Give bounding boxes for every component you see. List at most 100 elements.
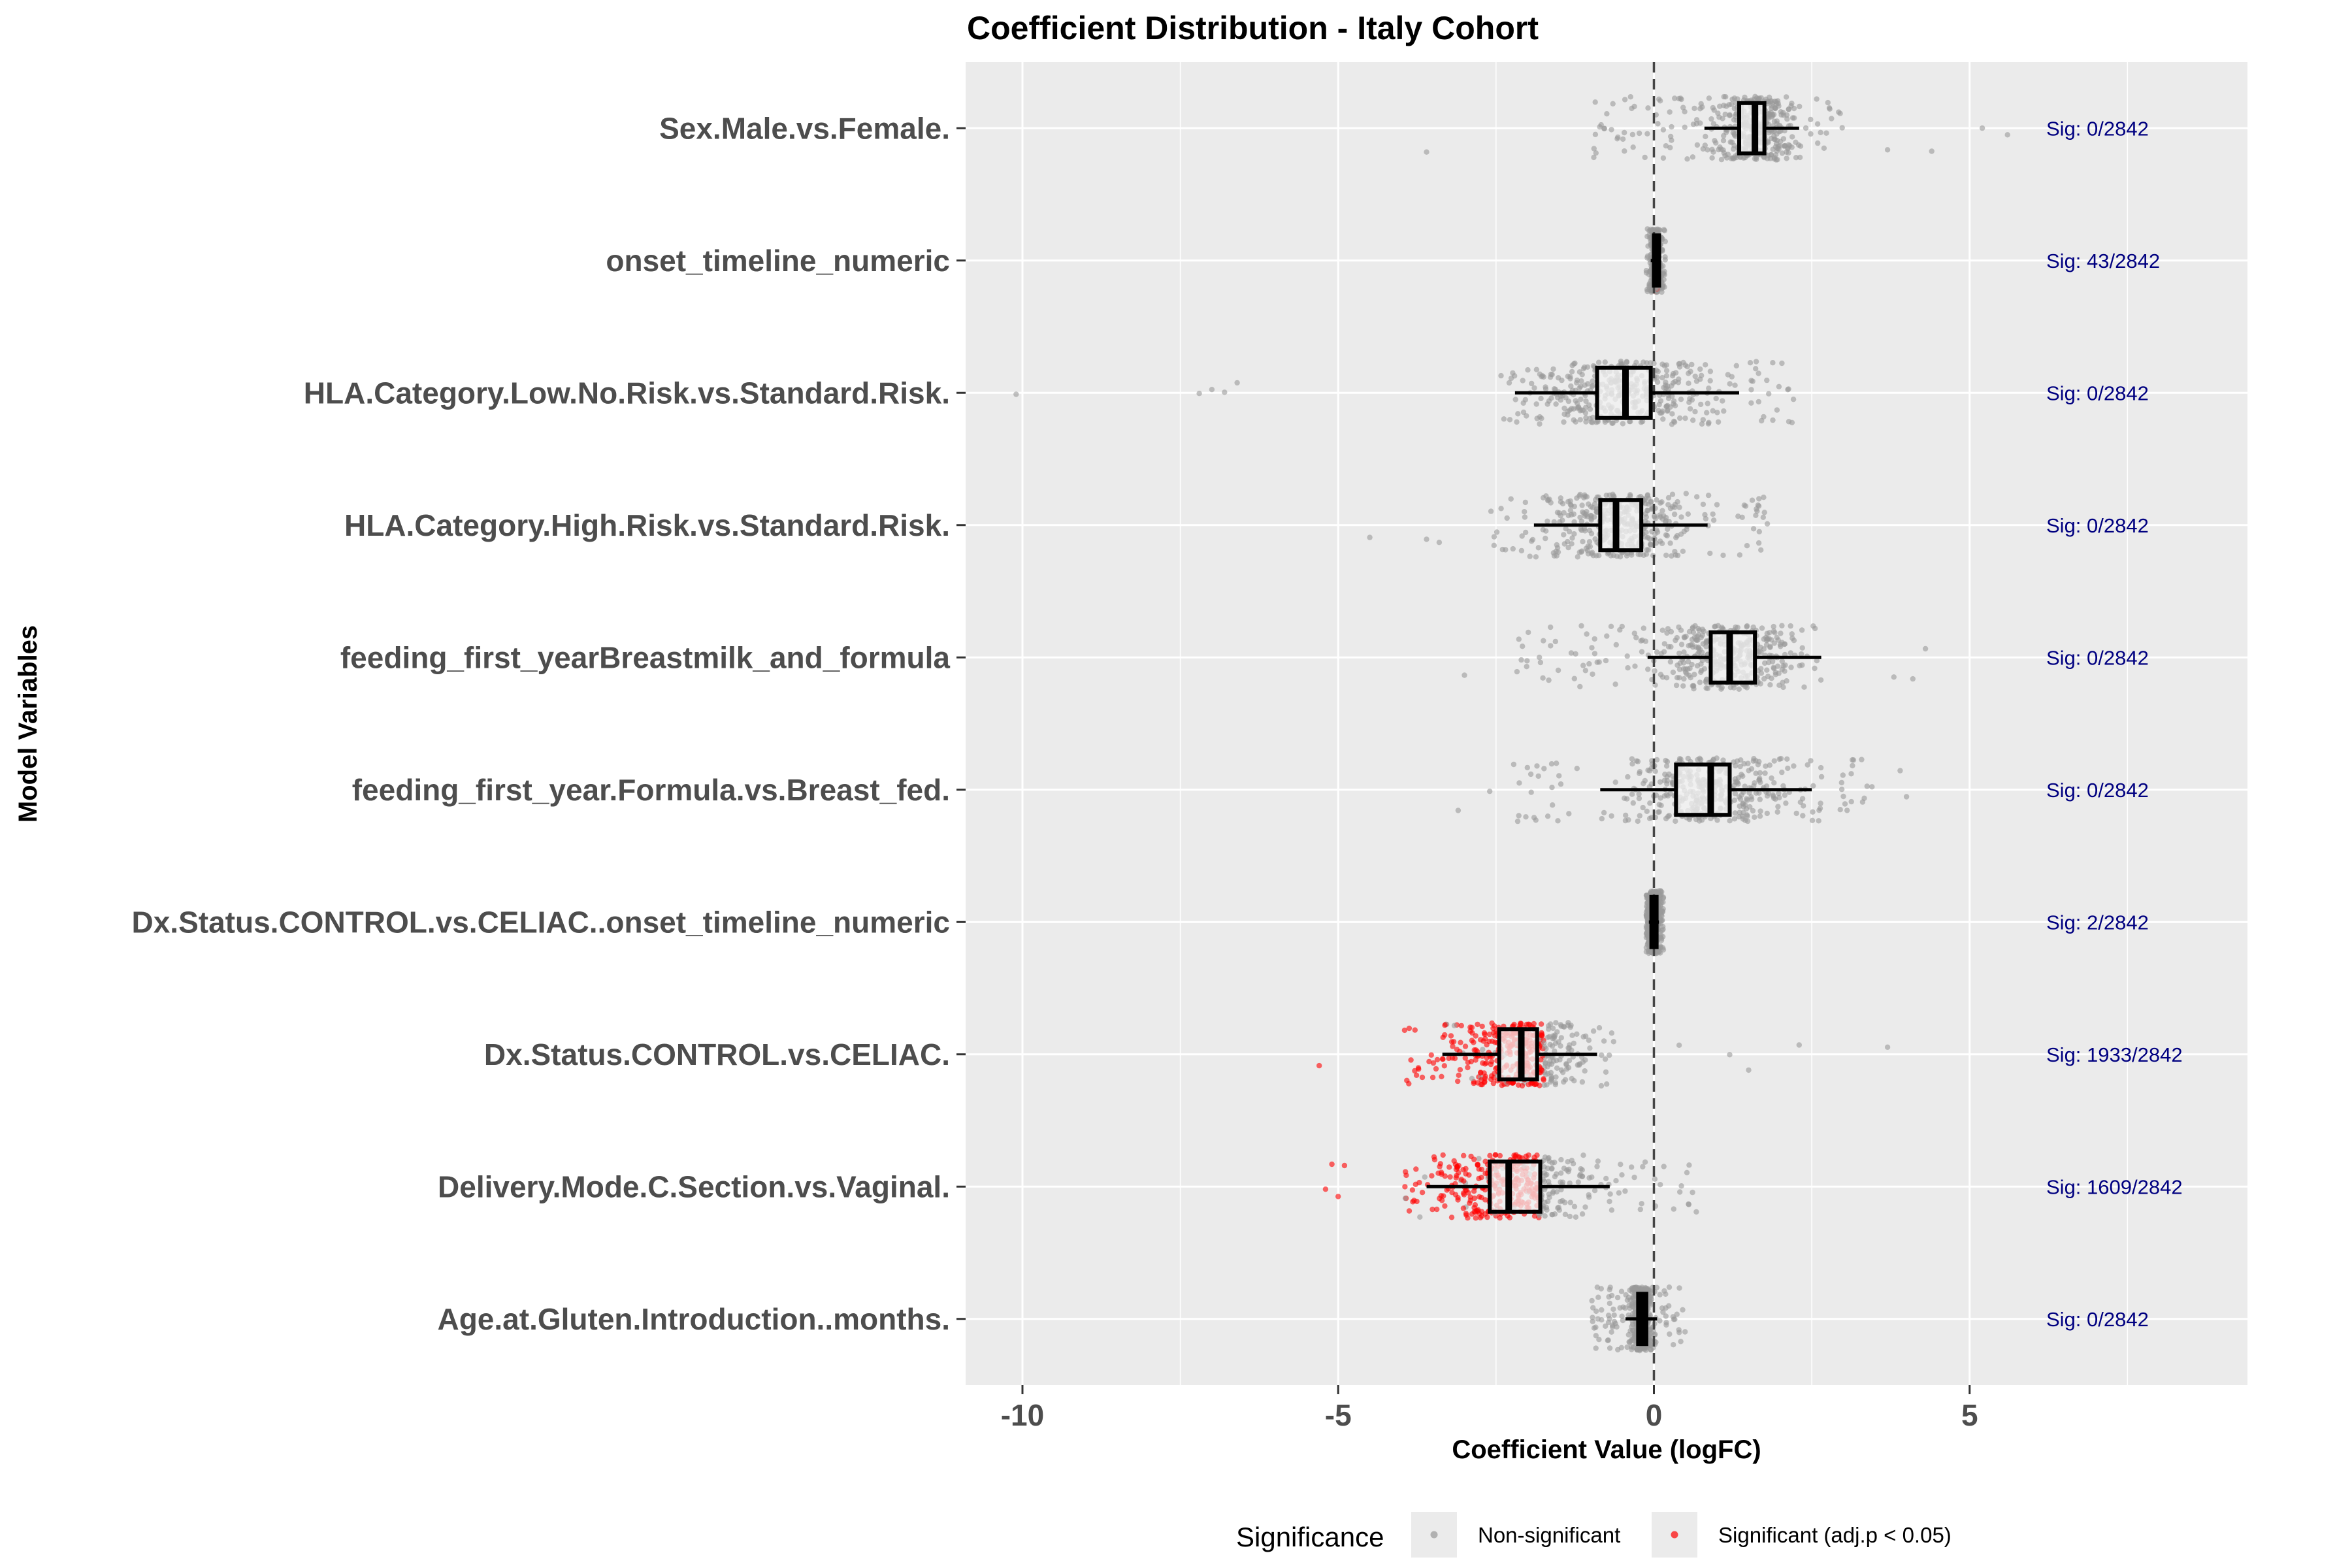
nonsignificant-point <box>1742 155 1748 160</box>
nonsignificant-point <box>1603 1070 1609 1075</box>
nonsignificant-point <box>1645 666 1650 672</box>
nonsignificant-point <box>1791 115 1797 120</box>
nonsignificant-point <box>1805 762 1810 768</box>
nonsignificant-point <box>1563 1212 1568 1217</box>
nonsignificant-point <box>1611 1039 1616 1044</box>
nonsignificant-point <box>1785 387 1790 392</box>
nonsignificant-point <box>1631 144 1636 150</box>
nonsignificant-point <box>1684 491 1689 496</box>
nonsignificant-point <box>1540 676 1545 681</box>
nonsignificant-point <box>1710 512 1716 517</box>
nonsignificant-point <box>1537 421 1542 427</box>
nonsignificant-point <box>1582 1204 1588 1209</box>
nonsignificant-point <box>1583 419 1588 424</box>
nonsignificant-point <box>1712 624 1718 629</box>
significant-point <box>1429 1173 1434 1179</box>
outlier-point <box>1676 1043 1682 1048</box>
nonsignificant-point <box>1789 134 1795 139</box>
nonsignificant-point <box>1706 421 1711 427</box>
nonsignificant-point <box>1666 772 1671 777</box>
nonsignificant-point <box>1631 1294 1636 1299</box>
legend-item: Non-significant <box>1411 1512 1620 1558</box>
nonsignificant-point <box>1711 757 1716 762</box>
nonsignificant-point <box>1576 404 1581 410</box>
nonsignificant-point <box>1599 1053 1604 1058</box>
nonsignificant-point <box>1667 540 1673 546</box>
nonsignificant-point <box>1550 1189 1556 1194</box>
significant-point <box>1467 1028 1473 1034</box>
nonsignificant-point <box>1657 809 1662 814</box>
nonsignificant-point <box>1587 1045 1592 1051</box>
nonsignificant-point <box>1577 515 1582 520</box>
nonsignificant-point <box>1757 95 1762 101</box>
nonsignificant-point <box>1732 798 1737 803</box>
nonsignificant-point <box>1452 1023 1457 1028</box>
nonsignificant-point <box>1535 416 1540 421</box>
nonsignificant-point <box>1641 625 1646 630</box>
nonsignificant-point <box>1699 421 1705 427</box>
nonsignificant-point <box>1554 1066 1560 1071</box>
nonsignificant-point <box>1735 625 1740 630</box>
nonsignificant-point <box>1512 373 1517 378</box>
nonsignificant-point <box>1661 1164 1667 1169</box>
y-tick-label: Dx.Status.CONTROL.vs.CELIAC. <box>484 1037 950 1071</box>
nonsignificant-point <box>1639 1201 1644 1206</box>
nonsignificant-point <box>1837 111 1842 116</box>
nonsignificant-point <box>1691 122 1696 127</box>
nonsignificant-point <box>1631 1301 1636 1306</box>
nonsignificant-point <box>1617 1305 1622 1311</box>
nonsignificant-point <box>1553 639 1558 644</box>
nonsignificant-point <box>1601 1038 1607 1043</box>
nonsignificant-point <box>1610 101 1616 106</box>
nonsignificant-point <box>1728 685 1733 690</box>
nonsignificant-point <box>1612 1313 1617 1318</box>
nonsignificant-point <box>1622 796 1627 801</box>
nonsignificant-point <box>1607 1316 1612 1321</box>
nonsignificant-point <box>1536 545 1541 550</box>
nonsignificant-point <box>1531 815 1537 820</box>
significant-point <box>1492 1033 1497 1038</box>
nonsignificant-point <box>1797 104 1802 109</box>
nonsignificant-point <box>1757 529 1762 534</box>
nonsignificant-point <box>1778 630 1783 636</box>
nonsignificant-point <box>1764 667 1769 672</box>
nonsignificant-point <box>1800 813 1805 818</box>
nonsignificant-point <box>1544 1207 1549 1213</box>
nonsignificant-point <box>1590 383 1595 388</box>
nonsignificant-point <box>1757 779 1763 785</box>
nonsignificant-point <box>1591 155 1596 160</box>
outlier-point <box>1487 789 1492 794</box>
legend-items: Non-significant Significant (adj.p < 0.05… <box>1411 1512 1952 1558</box>
significant-point <box>1487 1153 1492 1158</box>
nonsignificant-point <box>1637 131 1642 136</box>
nonsignificant-point <box>1403 1196 1408 1201</box>
outlier-point <box>1929 148 1935 154</box>
nonsignificant-point <box>1680 105 1686 110</box>
outlier-point <box>2005 132 2010 137</box>
nonsignificant-point <box>1665 814 1671 819</box>
nonsignificant-point <box>1670 504 1675 509</box>
nonsignificant-point <box>1549 1062 1554 1067</box>
significant-point <box>1414 1199 1419 1204</box>
outlier-point <box>1209 387 1215 392</box>
significant-point <box>1446 1164 1452 1169</box>
nonsignificant-point <box>1812 666 1817 671</box>
nonsignificant-point <box>1629 1164 1634 1169</box>
nonsignificant-point <box>1507 417 1512 422</box>
nonsignificant-point <box>1589 1298 1594 1303</box>
nonsignificant-point <box>1553 1041 1558 1046</box>
significant-point <box>1420 1075 1425 1080</box>
nonsignificant-point <box>1591 1028 1596 1034</box>
nonsignificant-point <box>1629 792 1635 797</box>
nonsignificant-point <box>1580 1173 1585 1179</box>
nonsignificant-point <box>1729 374 1735 379</box>
nonsignificant-point <box>1476 1156 1481 1161</box>
nonsignificant-point <box>1558 781 1563 787</box>
boxplot <box>1651 235 1660 286</box>
nonsignificant-point <box>1844 808 1850 813</box>
significant-point <box>1482 1032 1487 1037</box>
nonsignificant-point <box>1684 156 1690 161</box>
nonsignificant-point <box>1773 670 1778 675</box>
nonsignificant-point <box>1839 787 1844 792</box>
nonsignificant-point <box>1542 1083 1547 1088</box>
